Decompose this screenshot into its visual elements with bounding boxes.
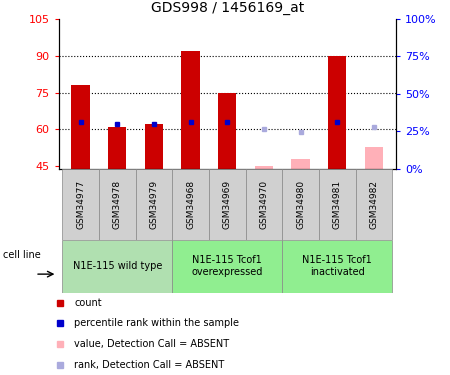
Bar — [72, 85, 90, 169]
Bar — [319, 169, 356, 240]
Text: GSM34982: GSM34982 — [369, 180, 378, 229]
Bar — [99, 169, 135, 240]
Bar — [282, 169, 319, 240]
Bar — [135, 169, 172, 240]
Bar — [108, 127, 126, 169]
Title: GDS998 / 1456169_at: GDS998 / 1456169_at — [151, 1, 304, 15]
Bar — [365, 147, 383, 169]
Bar — [292, 159, 310, 169]
Bar — [246, 169, 282, 240]
Text: GSM34970: GSM34970 — [260, 180, 269, 229]
Bar — [172, 240, 282, 292]
Bar — [181, 51, 200, 169]
Bar — [62, 169, 99, 240]
Bar — [209, 169, 246, 240]
Bar — [218, 93, 236, 169]
Text: percentile rank within the sample: percentile rank within the sample — [74, 318, 239, 328]
Text: GSM34977: GSM34977 — [76, 180, 85, 229]
Bar — [356, 169, 392, 240]
Text: GSM34981: GSM34981 — [333, 180, 342, 229]
Bar — [282, 240, 392, 292]
Text: value, Detection Call = ABSENT: value, Detection Call = ABSENT — [74, 339, 230, 349]
Text: rank, Detection Call = ABSENT: rank, Detection Call = ABSENT — [74, 360, 225, 370]
Text: GSM34978: GSM34978 — [112, 180, 122, 229]
Text: N1E-115 wild type: N1E-115 wild type — [72, 261, 162, 271]
Bar — [255, 166, 273, 169]
Text: N1E-115 Tcof1
inactivated: N1E-115 Tcof1 inactivated — [302, 255, 372, 277]
Text: GSM34980: GSM34980 — [296, 180, 305, 229]
Text: cell line: cell line — [3, 250, 40, 260]
Bar — [145, 124, 163, 169]
Text: GSM34969: GSM34969 — [223, 180, 232, 229]
Bar — [328, 56, 346, 169]
Text: count: count — [74, 298, 102, 308]
Text: GSM34968: GSM34968 — [186, 180, 195, 229]
Bar — [62, 240, 172, 292]
Text: N1E-115 Tcof1
overexpressed: N1E-115 Tcof1 overexpressed — [192, 255, 263, 277]
Text: GSM34979: GSM34979 — [149, 180, 158, 229]
Bar — [172, 169, 209, 240]
